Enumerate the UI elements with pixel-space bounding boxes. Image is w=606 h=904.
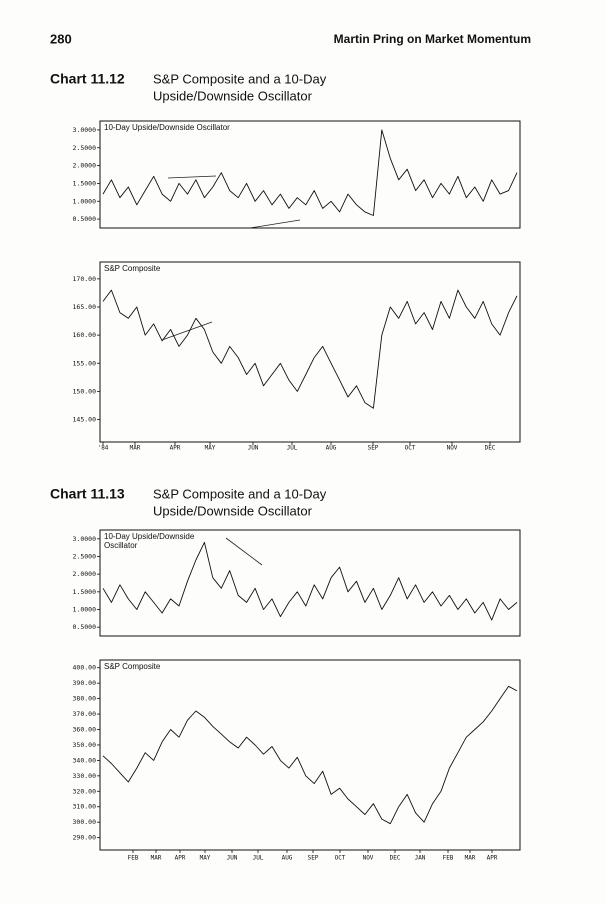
y-tick-label: 0.5000 [73,215,97,223]
running-head: Martin Pring on Market Momentum [334,32,531,46]
x-tick-label: JUL [287,445,298,452]
x-tick-label: OCT [405,445,416,452]
y-tick-label: 165.00 [73,303,97,311]
figure-label: Chart 11.13 [50,486,125,502]
x-tick-label: '84 [98,445,109,452]
y-tick-label: 330.00 [73,772,97,780]
x-tick-label: MAY [200,855,211,862]
x-tick-label: SEP [368,445,379,452]
x-tick-label: MAR [130,445,141,452]
trendline [225,537,263,566]
y-tick-label: 2.0000 [73,570,97,578]
x-tick-label: DEC [485,445,496,452]
x-tick-label: APR [175,855,186,862]
y-tick-label: 1.5000 [73,588,97,596]
x-tick-label: AUG [282,855,293,862]
page-number: 280 [50,31,72,46]
x-tick-label: FEB [128,855,139,862]
y-tick-label: 370.00 [73,710,97,718]
figure-label: Chart 11.12 [50,71,125,87]
y-tick-label: 300.00 [73,818,97,826]
y-tick-label: 350.00 [73,741,97,749]
price-line [102,289,518,409]
x-tick-label: JUL [253,855,264,862]
x-tick-label: JAN [415,855,426,862]
panel-label: 10-Day Upside/Downside [104,532,195,541]
x-tick-label: AUG [326,445,337,452]
figure-title: Upside/Downside Oscillator [153,503,313,518]
y-tick-label: 1.5000 [73,179,97,187]
trendline [167,175,217,179]
y-tick-label: 1.0000 [73,197,97,205]
y-tick-label: 360.00 [73,726,97,734]
y-tick-label: 380.00 [73,695,97,703]
panel-label: Oscillator [104,541,138,550]
y-tick-label: 160.00 [73,331,97,339]
x-tick-label: JUN [248,445,259,452]
y-tick-label: 320.00 [73,787,97,795]
panel-frame [99,120,521,229]
panel-frame [99,659,521,851]
x-tick-label: FEB [443,855,454,862]
y-tick-label: 310.00 [73,803,97,811]
y-tick-label: 155.00 [73,359,97,367]
price-line [102,541,518,621]
y-tick-label: 1.0000 [73,606,97,614]
panel-frame [99,529,521,637]
panel-label: 10-Day Upside/Downside Oscillator [104,123,230,132]
x-tick-label: SEP [308,855,319,862]
figure-title: S&P Composite and a 10-Day [153,486,327,501]
y-tick-label: 0.5000 [73,623,97,631]
price-line [102,685,518,825]
trendline [161,321,213,341]
figure-title: S&P Composite and a 10-Day [153,71,327,86]
panel-label: S&P Composite [104,662,161,671]
y-tick-label: 390.00 [73,679,97,687]
y-tick-label: 2.5000 [73,144,97,152]
x-tick-label: APR [170,445,181,452]
panel-frame [99,261,521,443]
y-tick-label: 290.00 [73,834,97,842]
figure-title: Upside/Downside Oscillator [153,88,313,103]
y-tick-label: 2.5000 [73,553,97,561]
panel-label: S&P Composite [104,264,161,273]
y-tick-label: 150.00 [73,387,97,395]
y-tick-label: 3.0000 [73,535,97,543]
x-tick-label: JUN [227,855,238,862]
x-tick-label: NOV [447,445,458,452]
x-tick-label: OCT [335,855,346,862]
y-tick-label: 170.00 [73,275,97,283]
trendline [249,219,301,229]
x-tick-label: NOV [363,855,374,862]
x-tick-label: APR [487,855,498,862]
y-tick-label: 145.00 [73,416,97,424]
x-tick-label: MAR [465,855,476,862]
x-tick-label: MAY [205,445,216,452]
x-tick-label: MAR [151,855,162,862]
price-line [102,129,518,216]
y-tick-label: 3.0000 [73,126,97,134]
x-tick-label: DEC [390,855,401,862]
y-tick-label: 400.00 [73,664,97,672]
y-tick-label: 340.00 [73,756,97,764]
y-tick-label: 2.0000 [73,162,97,170]
